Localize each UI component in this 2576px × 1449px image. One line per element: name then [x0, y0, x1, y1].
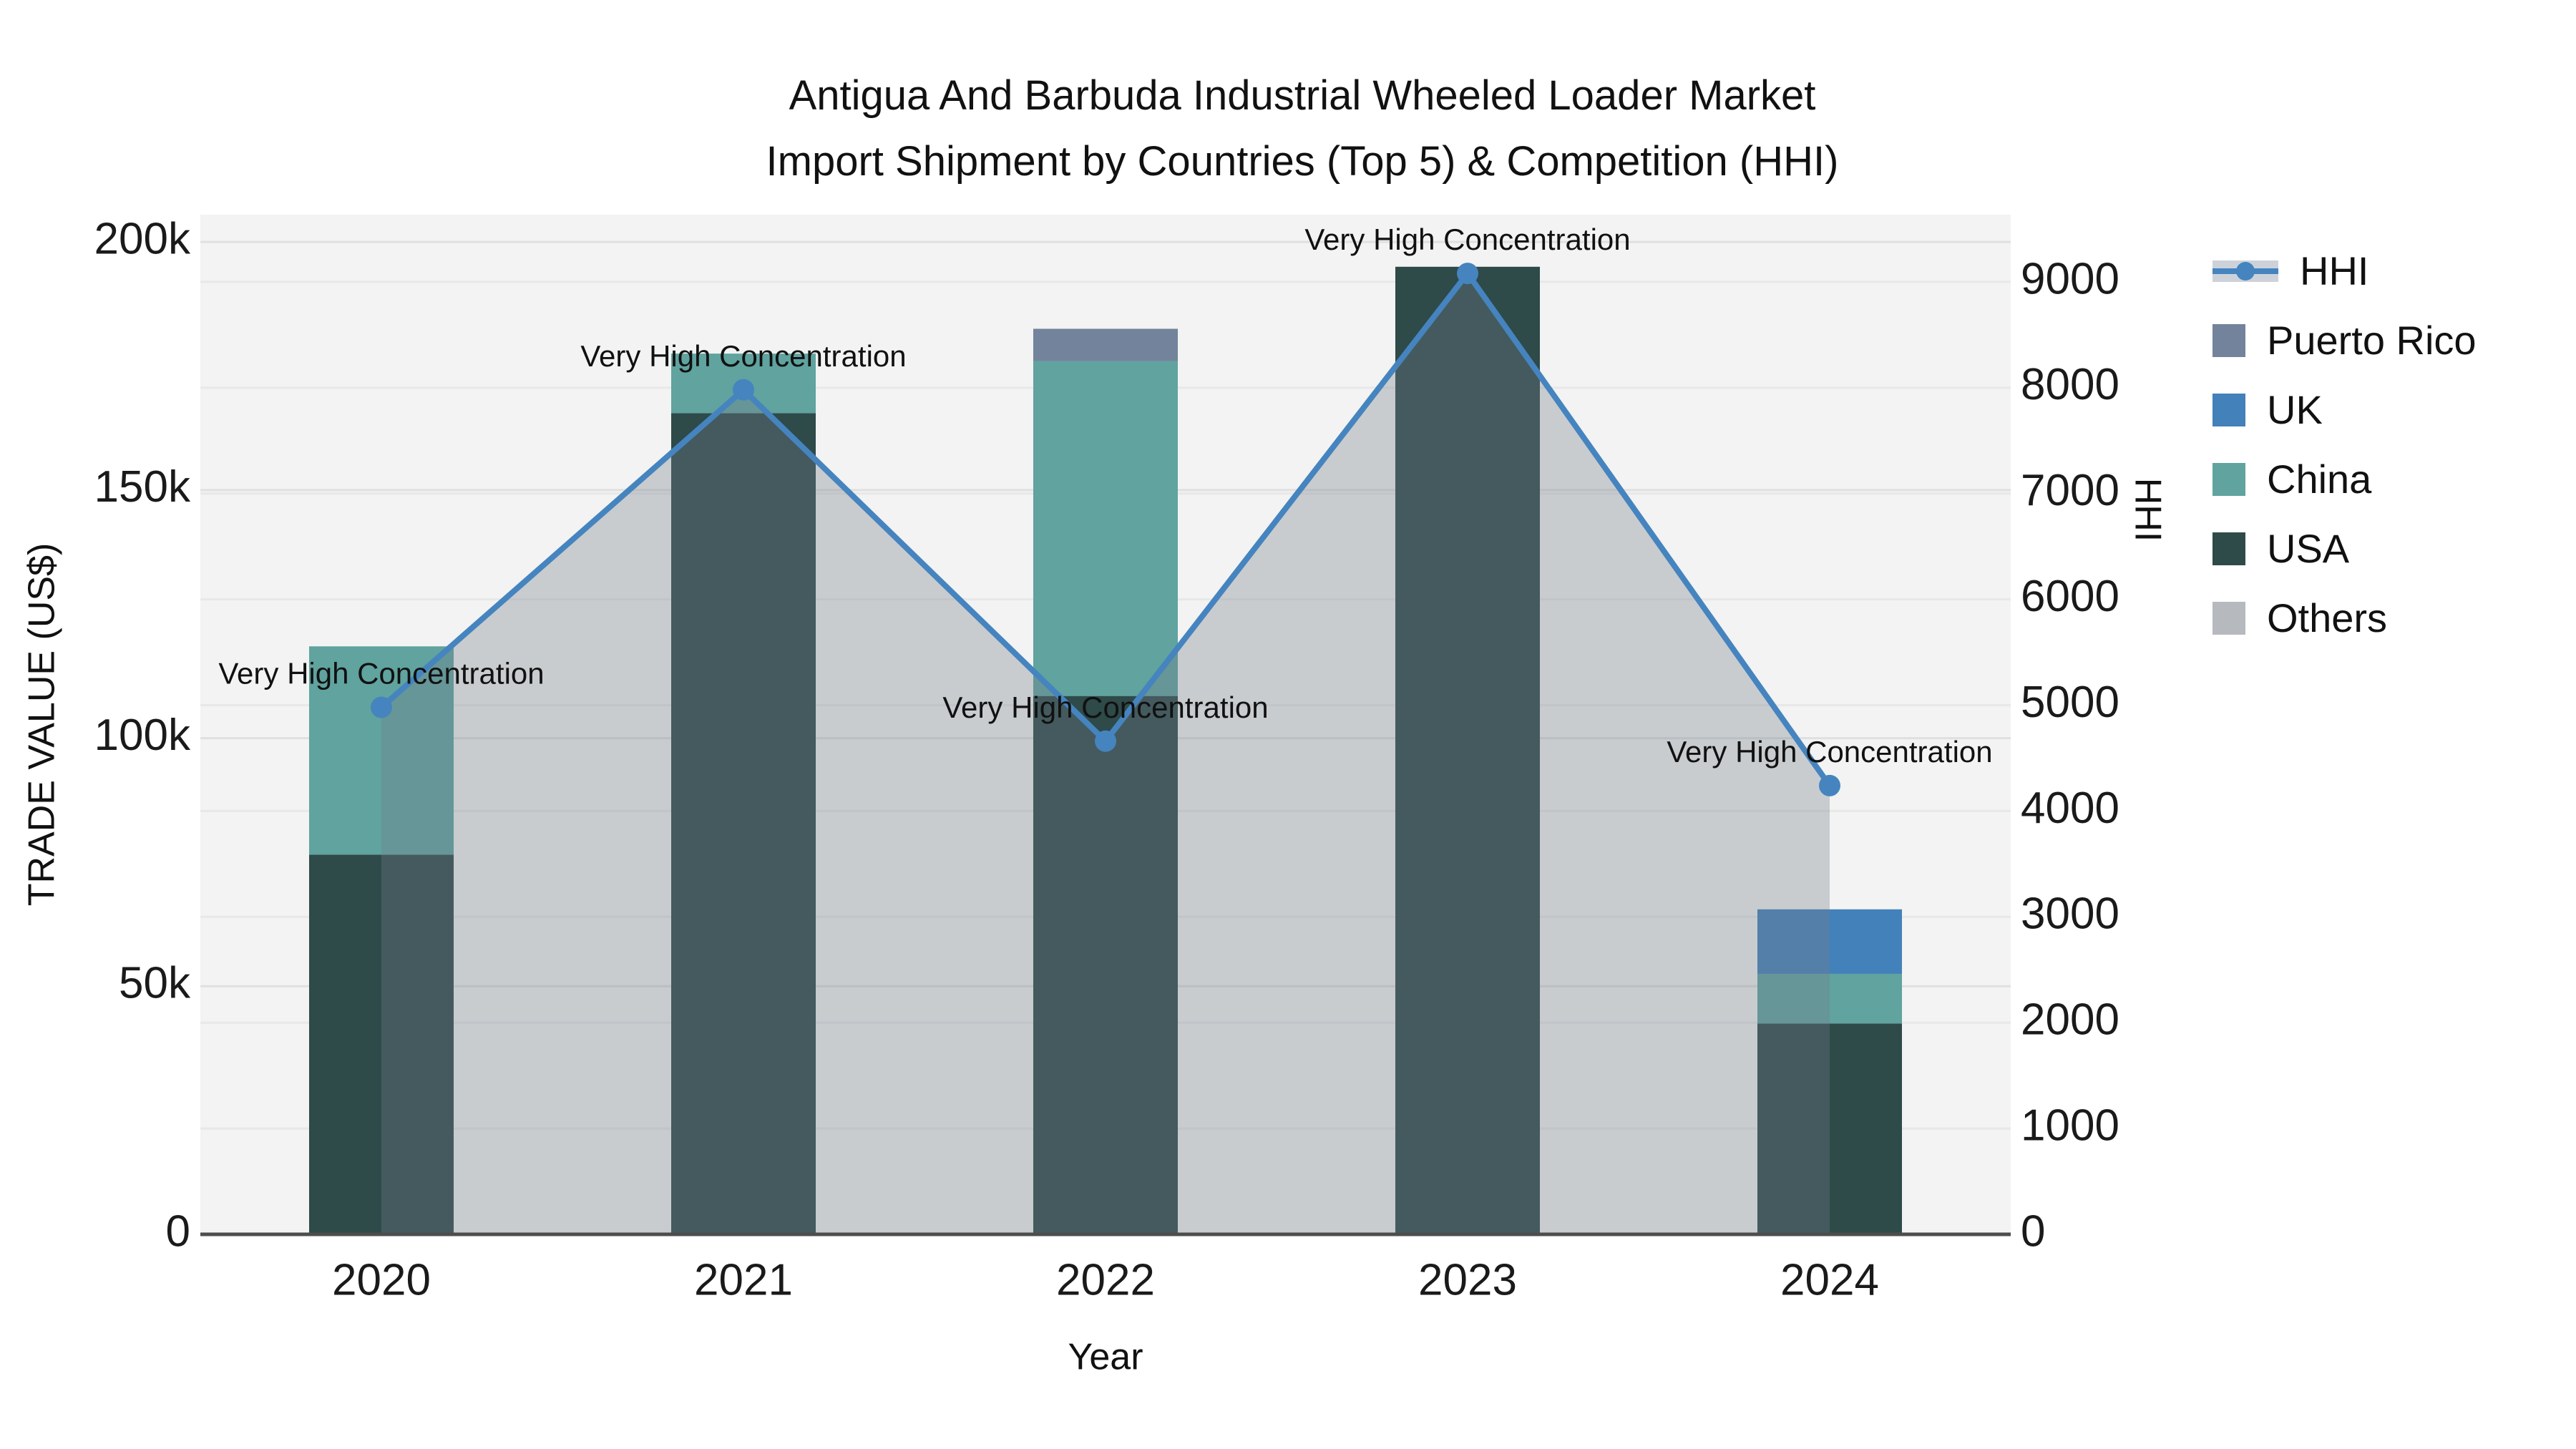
hhi-marker-2024[interactable] — [1819, 774, 1840, 796]
legend-label-china: China — [2267, 457, 2372, 502]
legend-item-puerto-rico[interactable]: Puerto Rico — [2212, 306, 2477, 375]
y-left-tick-0: 0 — [166, 1206, 190, 1256]
y-right-tick-3000: 3000 — [2021, 889, 2119, 939]
hhi-area-fill — [381, 273, 1830, 1235]
hhi-marker-2021[interactable] — [733, 379, 754, 401]
x-tick-2022: 2022 — [1056, 1255, 1155, 1304]
bar-segment-usa-2020[interactable] — [309, 854, 454, 1234]
legend-item-china[interactable]: China — [2212, 444, 2477, 514]
y-right-axis-title: HHI — [2127, 478, 2168, 542]
bar-segment-usa-2022[interactable] — [1033, 696, 1178, 1234]
y-right-tick-2000: 2000 — [2021, 995, 2119, 1045]
legend-swatch-puerto-rico — [2212, 323, 2245, 357]
hhi-marker-2022[interactable] — [1095, 730, 1116, 752]
x-tick-2023: 2023 — [1418, 1255, 1517, 1304]
annotation-2024: Very High Concentration — [1667, 735, 1992, 769]
legend-item-usa[interactable]: USA — [2212, 514, 2477, 583]
bar-segment-uk-2024[interactable] — [1757, 909, 1902, 974]
annotation-2020: Very High Concentration — [218, 657, 544, 691]
legend-label-hhi: HHI — [2300, 248, 2369, 293]
y-right-tick-6000: 6000 — [2021, 572, 2119, 621]
y-right-tick-1000: 1000 — [2021, 1101, 2119, 1150]
bar-segment-china-2020[interactable] — [309, 646, 454, 855]
x-tick-2024: 2024 — [1780, 1255, 1879, 1304]
legend-label-others: Others — [2267, 595, 2388, 640]
y-right-tick-8000: 8000 — [2021, 360, 2119, 409]
chart-title-line1: Antigua And Barbuda Industrial Wheeled L… — [789, 72, 1816, 119]
hhi-marker-2023[interactable] — [1457, 263, 1478, 285]
y-left-axis-title: TRADE VALUE (US$) — [21, 543, 63, 907]
x-axis-title: Year — [1068, 1337, 1143, 1378]
legend-item-hhi[interactable]: HHI — [2212, 236, 2477, 306]
legend-swatch-usa — [2212, 532, 2245, 565]
hhi-line-legend-icon — [2212, 255, 2278, 288]
y-left-tick-150k: 150k — [94, 462, 191, 512]
legend-label-puerto-rico: Puerto Rico — [2267, 318, 2477, 363]
y-right-tick-9000: 9000 — [2021, 254, 2119, 303]
chart-title: Antigua And Barbuda Industrial Wheeled L… — [229, 63, 2376, 195]
chart-title-line2: Import Shipment by Countries (Top 5) & C… — [766, 138, 1839, 185]
y-right-tick-5000: 5000 — [2021, 678, 2119, 727]
legend-item-uk[interactable]: UK — [2212, 375, 2477, 444]
legend-label-usa: USA — [2267, 526, 2350, 571]
hhi-marker-2020[interactable] — [371, 696, 392, 718]
annotation-2022: Very High Concentration — [942, 691, 1268, 724]
bar-segment-usa-2023[interactable] — [1395, 266, 1540, 1235]
y-left-tick-100k: 100k — [94, 711, 191, 760]
y-right-tick-7000: 7000 — [2021, 466, 2119, 515]
bar-segment-puerto-rico-2022[interactable] — [1033, 328, 1178, 361]
legend-label-uk: UK — [2267, 387, 2323, 432]
legend-item-others[interactable]: Others — [2212, 583, 2477, 653]
y-left-tick-200k: 200k — [94, 215, 191, 264]
annotation-2021: Very High Concentration — [580, 339, 906, 373]
y-left-tick-50k: 50k — [119, 959, 191, 1008]
legend-swatch-others — [2212, 601, 2245, 635]
annotation-2023: Very High Concentration — [1304, 223, 1630, 256]
y-right-tick-0: 0 — [2021, 1206, 2045, 1256]
x-tick-2020: 2020 — [332, 1255, 431, 1304]
legend-swatch-china — [2212, 462, 2245, 496]
bar-segment-china-2024[interactable] — [1757, 973, 1902, 1024]
legend-swatch-uk — [2212, 393, 2245, 426]
bar-segment-usa-2021[interactable] — [671, 413, 816, 1234]
x-tick-2021: 2021 — [694, 1255, 793, 1304]
bar-segment-usa-2024[interactable] — [1757, 1023, 1902, 1234]
legend: HHI Puerto Rico UK China USA Others — [2212, 236, 2477, 653]
bar-segment-china-2022[interactable] — [1033, 361, 1178, 696]
y-right-tick-4000: 4000 — [2021, 784, 2119, 833]
